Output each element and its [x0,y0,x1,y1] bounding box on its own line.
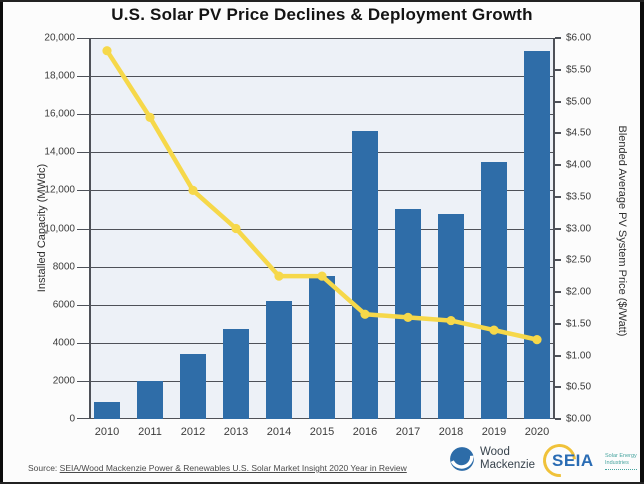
left-tick-14000: 14,000 [44,146,75,158]
bottom-edge-strip [0,482,644,484]
x-tick-2019: 2019 [481,426,507,438]
gridline-18000 [77,76,555,78]
price-point-2016 [360,309,370,319]
left-tick-4000: 4000 [52,337,75,349]
bar-2013 [223,328,249,419]
chart-title: U.S. Solar PV Price Declines & Deploymen… [111,5,533,24]
price-point-2017 [403,312,413,322]
x-tick-2012: 2012 [180,426,206,438]
x-tick-2013: 2013 [223,426,249,438]
x-tick-2016: 2016 [352,426,378,438]
right-tickmark-$3.00 [555,227,561,230]
price-point-2015 [317,271,327,281]
seia-subtext-line2: Industries [605,460,629,467]
left-tick-18000: 18,000 [44,70,75,82]
bar-2011 [137,380,163,419]
source-link[interactable]: SEIA/Wood Mackenzie Power & Renewables U… [59,463,407,473]
gridline-20000 [77,38,555,39]
price-point-2013 [231,223,241,234]
price-point-2019 [489,325,499,335]
plot-area: 0 2000 4000 6000 8000 10,000 12,000 14,000 16,00… [44,33,591,439]
right-tickmark-$2.50 [555,259,561,262]
left-tick-8000: 8000 [52,261,75,273]
price-point-2011 [145,112,155,122]
left-edge-strip [0,0,3,484]
x-tick-2010: 2010 [94,426,120,438]
source-note: Source: SEIA/Wood Mackenzie Power & Rene… [28,463,407,473]
right-tickmark-$2.00 [555,291,561,293]
right-tickmark-$5.00 [555,100,561,103]
right-tick-$6.00: $6.00 [566,32,592,44]
right-tickmark-$5.50 [555,68,561,71]
right-tick-$2.00: $2.00 [566,286,592,298]
price-point-2018 [446,315,456,326]
bar-2016 [352,131,378,419]
price-point-2020 [532,335,542,345]
right-tick-$0.50: $0.50 [566,381,592,393]
x-tick-2020: 2020 [524,426,550,438]
right-tickmark-$1.00 [555,354,561,357]
right-tickmark-$3.50 [555,195,561,198]
x-tick-2015: 2015 [309,426,335,438]
right-tickmark-$0.00 [555,418,561,420]
right-tick-$2.50: $2.50 [566,254,592,266]
right-edge-strip [640,0,644,484]
wm-line1: Wood [480,446,510,459]
x-tick-2014: 2014 [266,426,292,438]
right-tick-$5.00: $5.00 [566,96,592,107]
gridline-16000 [77,114,555,116]
right-tick-$1.50: $1.50 [566,318,592,330]
gridline-14000 [77,152,555,154]
right-tick-$1.00: $1.00 [566,350,592,361]
left-tick-6000: 6000 [52,299,75,311]
seia-logo: SEIA Solar Energy Industries [536,437,639,484]
seia-subtext: Solar Energy Industries [605,453,637,470]
wood-mackenzie-globe-icon [450,447,474,471]
left-tick-2000: 2000 [52,375,75,387]
right-axis-title: Blended Average PV System Price ($/Watt) [616,125,628,337]
right-tickmark-$4.00 [555,164,561,166]
wood-mackenzie-logo: Wood Mackenzie [449,446,535,472]
left-tick-20000: 20,000 [44,32,75,44]
bar-2012 [180,354,206,419]
seia-subtext-line1: Solar Energy [605,453,637,459]
price-point-2012 [188,185,198,195]
right-tick-$5.50: $5.50 [566,64,592,76]
right-tick-$0.00: $0.00 [566,413,592,425]
right-tickmark-$6.00 [555,37,561,39]
left-tick-10000: 10,000 [44,223,75,234]
right-tick-$4.00: $4.00 [566,159,592,171]
x-tick-2011: 2011 [138,426,162,438]
bar-2020 [524,51,550,419]
price-line [105,49,538,342]
source-prefix: Source: [28,463,58,473]
gridline-12000 [77,190,555,192]
gridline-8000 [77,266,555,268]
right-tickmark-$4.50 [555,132,561,135]
gridline-10000 [77,228,555,230]
left-tick-0: 0 [69,413,75,425]
right-tick-$4.50: $4.50 [566,127,592,139]
bar-2019 [481,161,507,419]
right-tick-$3.00: $3.00 [566,223,592,234]
right-tickmark-$1.50 [555,322,561,325]
right-tickmark-$0.50 [555,386,561,389]
price-point-2014 [274,271,284,281]
x-tick-2017: 2017 [395,426,421,438]
x-tick-2018: 2018 [438,426,464,438]
left-tick-12000: 12,000 [44,184,75,196]
wm-line2: Mackenzie [480,459,535,471]
price-line-layer [102,46,542,345]
bar-2015 [309,276,335,419]
right-tick-$3.50: $3.50 [566,191,592,203]
wood-mackenzie-wordmark: Wood Mackenzie [480,446,535,471]
bar-2010 [94,401,120,419]
seia-wordmark: SEIA [552,451,594,470]
bar-2014 [266,300,292,419]
price-point-2010 [102,46,112,56]
top-edge-strip [0,0,644,2]
left-tick-16000: 16,000 [44,108,75,120]
